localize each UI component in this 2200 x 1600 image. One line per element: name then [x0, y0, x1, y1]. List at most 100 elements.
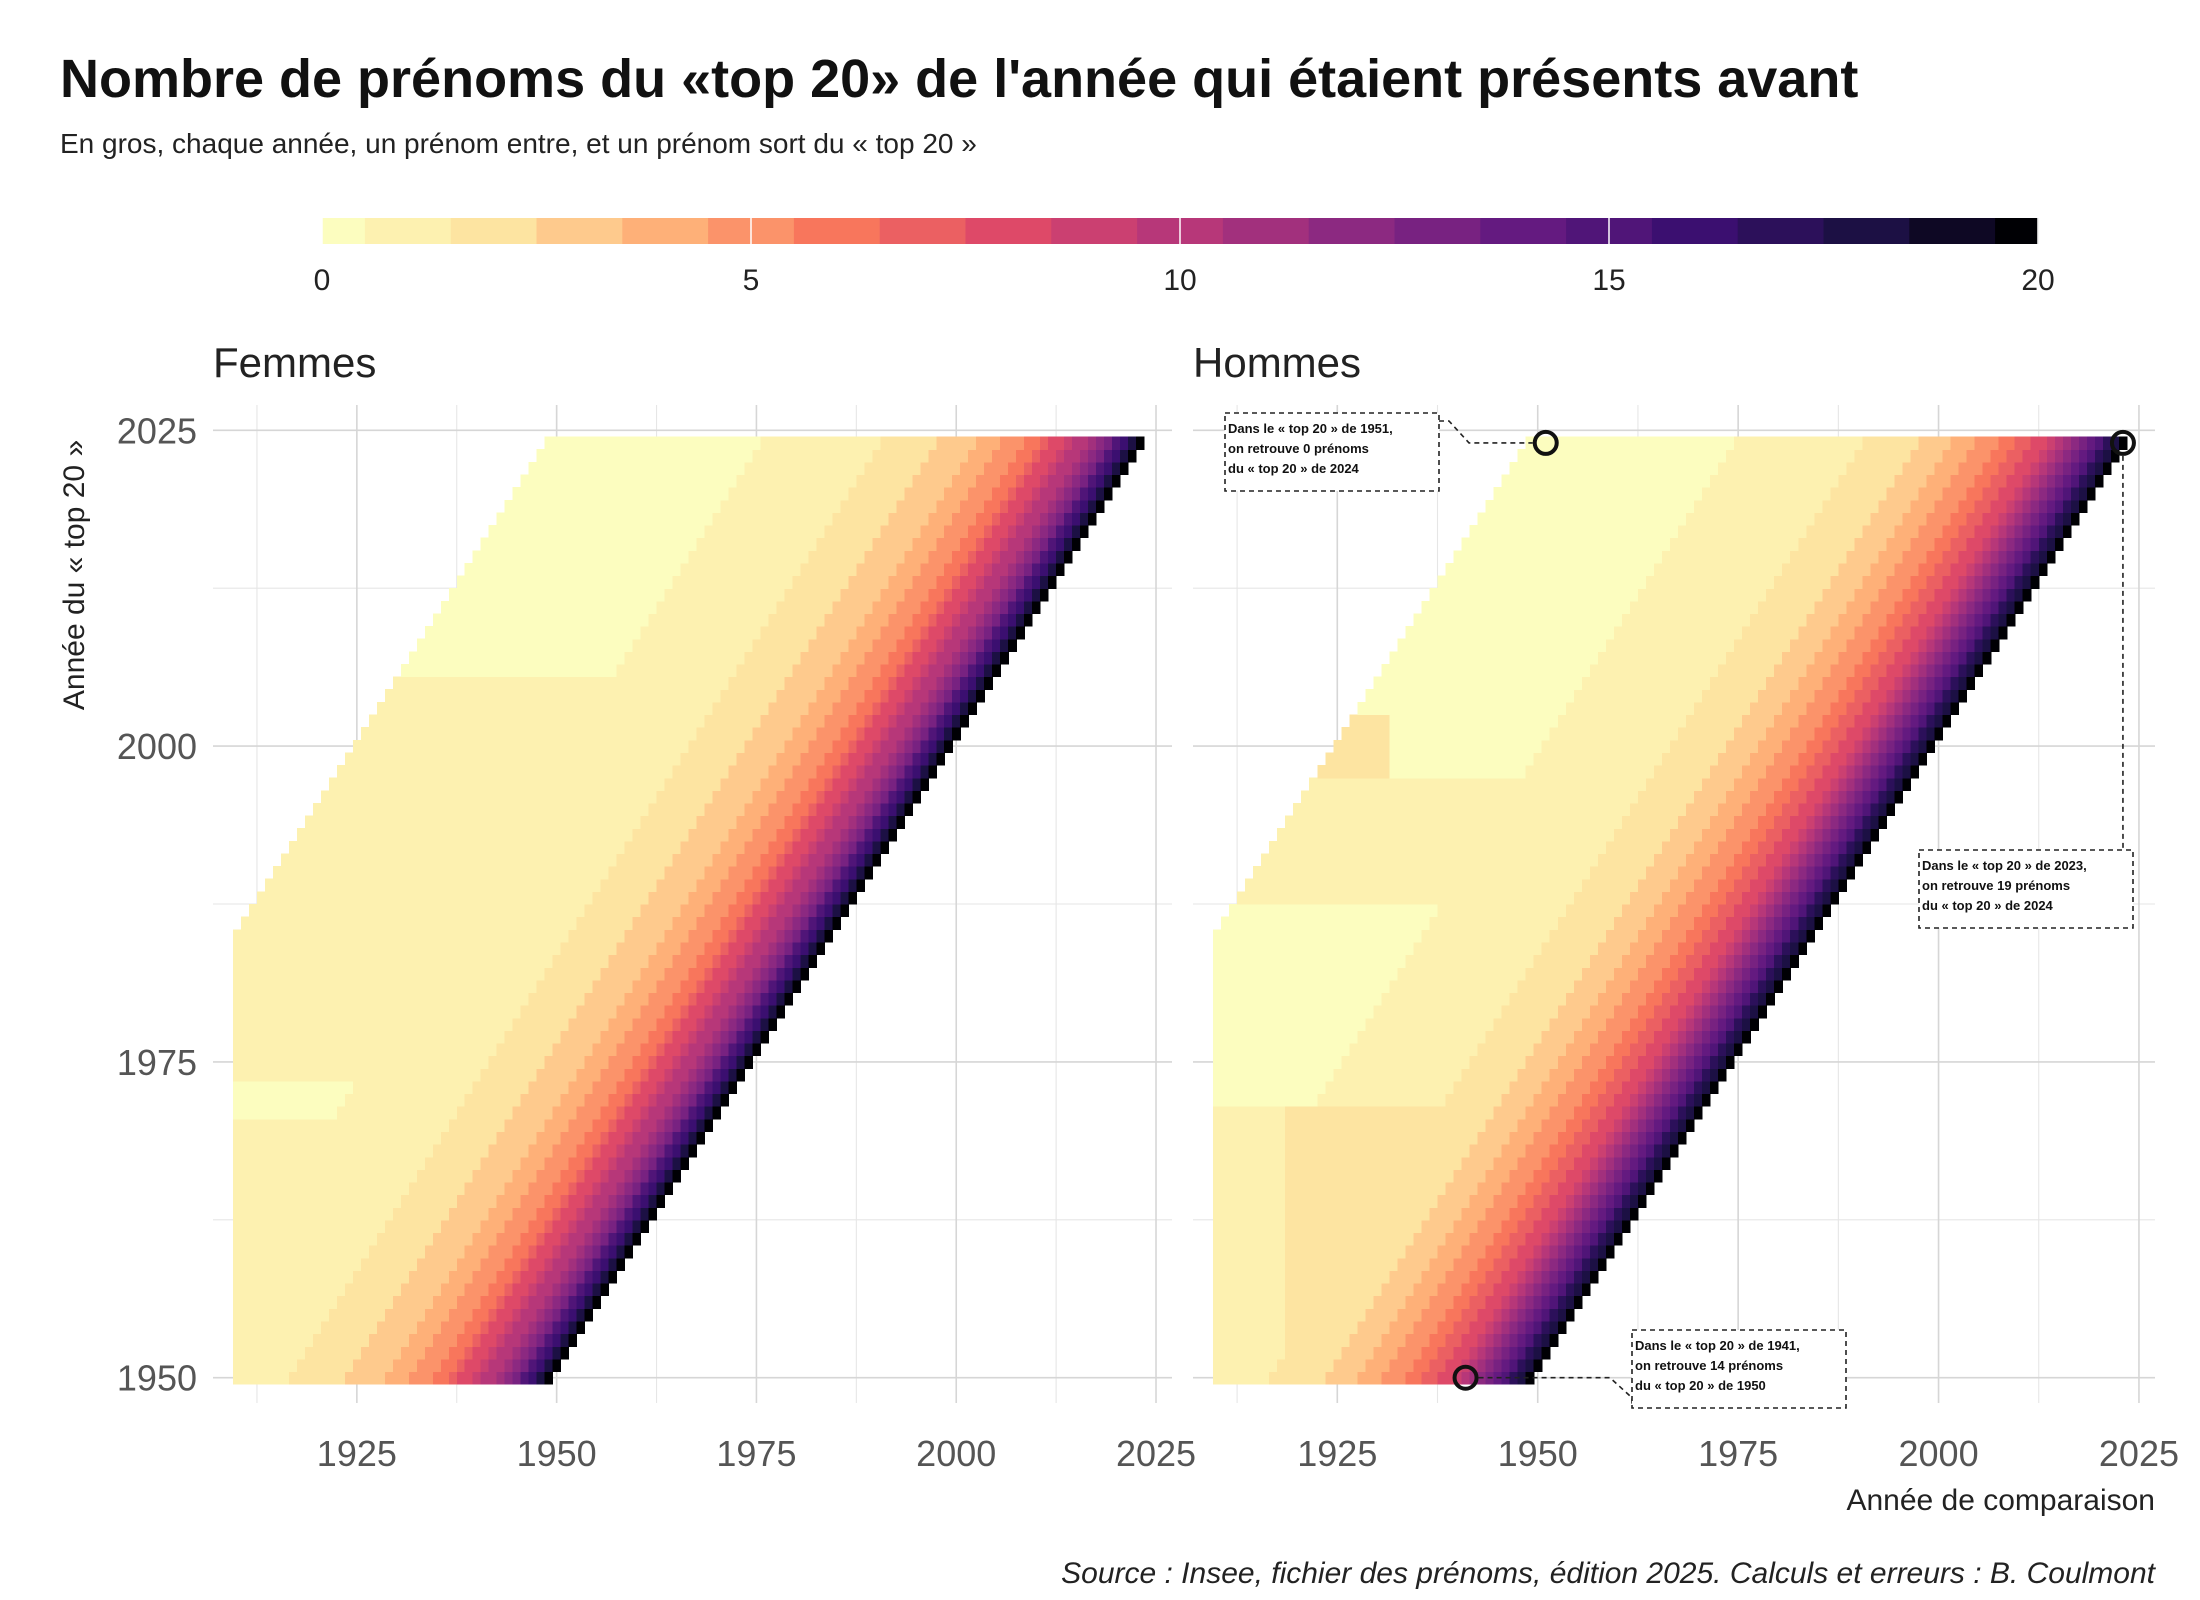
heatmap-cell — [544, 765, 554, 779]
heatmap-cell — [600, 765, 610, 779]
heatmap-cell — [368, 802, 378, 817]
heatmap-cell — [240, 1346, 250, 1360]
heatmap-cell — [248, 1358, 258, 1373]
heatmap-cell — [712, 461, 722, 476]
heatmap-cell — [296, 1257, 306, 1271]
heatmap-cell — [504, 550, 514, 564]
heatmap-cell — [712, 941, 722, 956]
heatmap-cell — [520, 916, 530, 930]
heatmap-cell — [736, 840, 746, 855]
heatmap-cell — [232, 1017, 242, 1031]
heatmap-cell — [336, 1232, 346, 1246]
heatmap-cell — [408, 1005, 418, 1019]
heatmap-cell — [600, 1181, 610, 1196]
heatmap-cell — [704, 461, 714, 476]
heatmap-cell — [480, 853, 490, 867]
heatmap-cell — [272, 954, 282, 968]
heatmap-cell — [288, 1106, 298, 1120]
heatmap-cell — [384, 777, 394, 791]
heatmap-cell — [608, 1030, 618, 1044]
heatmap-cell — [336, 1358, 346, 1373]
heatmap-cell — [512, 1295, 522, 1309]
heatmap-cell — [256, 1346, 266, 1360]
heatmap-cell — [304, 1131, 314, 1145]
heatmap-cell — [704, 689, 714, 703]
heatmap-cell — [768, 663, 778, 678]
heatmap-cell — [696, 1118, 706, 1132]
heatmap-cell — [480, 929, 490, 943]
heatmap-cell — [760, 866, 770, 880]
heatmap-cell — [344, 878, 354, 892]
heatmap-cell — [376, 891, 386, 905]
heatmap-cell — [448, 689, 458, 703]
heatmap-cell — [456, 967, 466, 981]
heatmap-cell — [736, 512, 746, 526]
heatmap-cell — [400, 1371, 410, 1385]
heatmap-cell — [624, 449, 634, 463]
heatmap-cell — [440, 1068, 450, 1082]
heatmap-cell — [528, 1308, 538, 1322]
heatmap-cell — [672, 967, 682, 981]
heatmap-cell — [768, 537, 778, 551]
heatmap-cell — [664, 550, 674, 564]
heatmap-cell — [608, 1232, 618, 1246]
heatmap-cell — [392, 1144, 402, 1158]
heatmap-cell — [536, 916, 546, 930]
heatmap-cell — [672, 588, 682, 602]
heatmap-cell — [936, 550, 945, 564]
heatmap-cell — [888, 537, 897, 551]
heatmap-cell — [368, 1333, 378, 1347]
heatmap-cell — [600, 613, 610, 627]
heatmap-cell — [432, 1042, 442, 1057]
heatmap-cell — [600, 701, 610, 716]
heatmap-cell — [720, 613, 730, 627]
heatmap-cell — [424, 840, 434, 855]
heatmap-cell — [424, 853, 434, 867]
heatmap-cell — [848, 853, 857, 867]
heatmap-cell — [520, 1005, 530, 1019]
heatmap-cell — [544, 436, 554, 450]
heatmap-cell — [440, 1106, 450, 1120]
heatmap-cell — [536, 600, 546, 615]
heatmap-cell — [504, 954, 514, 968]
heatmap-cell — [608, 790, 618, 804]
heatmap-cell — [872, 727, 881, 741]
heatmap-cell — [312, 891, 322, 905]
heatmap-cell — [712, 651, 722, 665]
heatmap-cell — [872, 651, 881, 665]
heatmap-cell — [760, 562, 770, 577]
heatmap-cell — [592, 701, 602, 716]
heatmap-cell — [384, 1005, 394, 1019]
heatmap-cell — [512, 512, 522, 526]
heatmap-cell — [768, 752, 778, 766]
heatmap-cell — [448, 613, 458, 627]
heatmap-cell — [560, 840, 570, 855]
heatmap-cell — [520, 550, 530, 564]
heatmap-cell — [584, 436, 594, 450]
heatmap-cell — [248, 1093, 258, 1107]
heatmap-cell — [880, 562, 889, 577]
heatmap-cell — [728, 1042, 738, 1057]
heatmap-cell — [688, 689, 698, 703]
heatmap-cell — [944, 626, 953, 640]
heatmap-cell — [256, 1371, 266, 1385]
heatmap-cell — [368, 840, 378, 855]
heatmap-cell — [512, 878, 522, 892]
heatmap-cell — [320, 1219, 330, 1234]
heatmap-cell — [848, 600, 857, 615]
heatmap-cell — [632, 689, 642, 703]
heatmap-cell — [704, 840, 714, 855]
heatmap-cell — [536, 878, 546, 892]
heatmap-cell — [872, 828, 881, 842]
heatmap-cell — [712, 689, 722, 703]
heatmap-cell — [464, 853, 474, 867]
heatmap-cell — [704, 904, 714, 918]
heatmap-cell — [528, 499, 538, 513]
heatmap-cell — [560, 1131, 570, 1145]
heatmap-cell — [296, 929, 306, 943]
heatmap-cell — [624, 828, 634, 842]
heatmap-cell — [720, 866, 730, 880]
heatmap-cell — [496, 1181, 506, 1196]
heatmap-cell — [424, 790, 434, 804]
heatmap-cell — [960, 626, 969, 640]
